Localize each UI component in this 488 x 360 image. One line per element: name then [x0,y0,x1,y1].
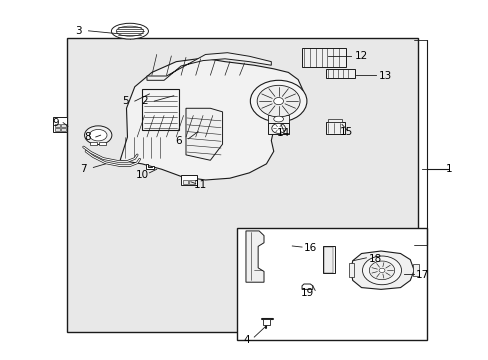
Polygon shape [302,284,312,289]
Bar [90,142,97,145]
Text: 19: 19 [301,288,314,298]
Bar [55,124,60,127]
Bar [53,117,67,132]
Text: 1: 1 [445,164,452,174]
Ellipse shape [89,130,107,141]
Bar [267,116,289,123]
Text: 3: 3 [75,26,82,36]
Bar [189,180,195,184]
Text: 18: 18 [368,254,381,264]
Bar [324,247,332,273]
Text: 2: 2 [141,96,147,106]
Bar [55,128,60,131]
Text: 14: 14 [276,129,289,138]
Bar [181,175,196,185]
Bar [61,128,65,131]
Ellipse shape [257,85,300,117]
Bar [142,89,178,130]
Ellipse shape [250,80,306,122]
Ellipse shape [378,268,384,273]
Ellipse shape [368,261,394,280]
Bar [302,48,345,67]
Bar [99,142,105,145]
Bar [348,263,353,277]
Text: 16: 16 [303,243,316,253]
Ellipse shape [84,126,112,144]
Ellipse shape [271,123,285,134]
Bar [328,119,341,122]
Ellipse shape [116,26,143,36]
Bar [322,246,334,273]
Polygon shape [350,251,413,289]
Bar [182,180,188,184]
Bar [263,319,269,325]
Ellipse shape [111,23,148,39]
Ellipse shape [273,116,283,122]
Text: 12: 12 [354,51,367,61]
Bar [412,264,418,276]
Bar [66,39,417,332]
Text: 15: 15 [340,127,353,136]
Text: 6: 6 [175,136,182,145]
Bar [237,228,427,339]
Polygon shape [146,164,154,169]
Ellipse shape [273,98,283,105]
Text: 13: 13 [379,71,392,81]
Bar [326,69,354,78]
Text: 4: 4 [243,334,250,345]
Polygon shape [120,58,303,180]
Bar [61,124,65,127]
Bar [326,122,344,134]
Text: 11: 11 [194,180,207,190]
Text: 9: 9 [52,118,59,128]
Text: 5: 5 [122,96,128,106]
Polygon shape [185,108,222,160]
Text: 7: 7 [80,164,87,174]
Text: 8: 8 [84,132,91,142]
Bar [267,123,289,134]
Ellipse shape [362,256,401,285]
Text: 17: 17 [415,270,428,280]
Polygon shape [147,53,271,80]
Polygon shape [245,231,264,282]
Text: 10: 10 [135,170,148,180]
